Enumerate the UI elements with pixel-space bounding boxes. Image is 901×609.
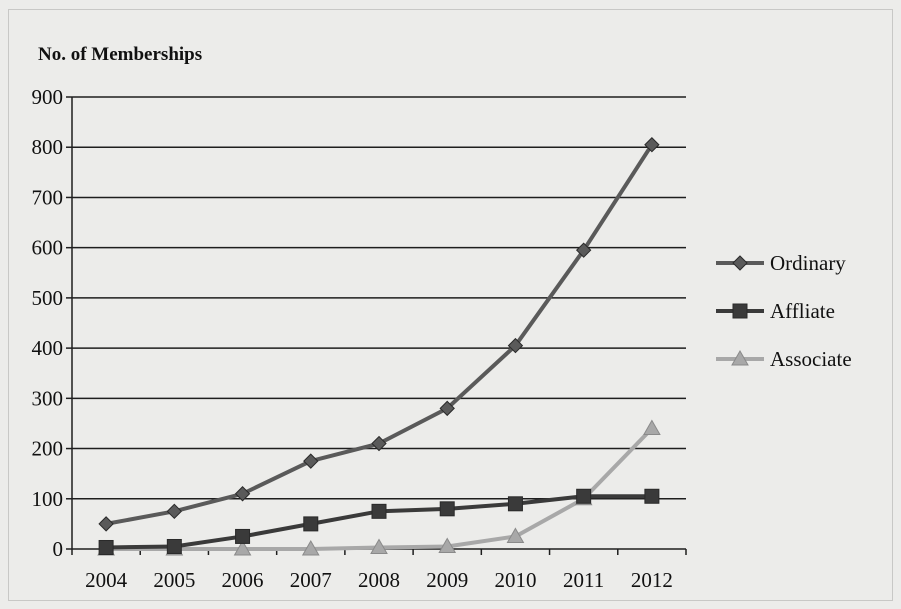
data-point [303,516,319,532]
legend-label: Affliate [770,299,835,323]
legend-item-associate: Associate [716,347,852,371]
series-ordinary [98,137,660,532]
axes: 0 100 200 300 400 500 600 700 800 900 2004 2005 2006… [32,85,687,592]
data-point [166,503,183,520]
y-tick-label: 400 [32,336,64,360]
data-point [438,537,457,553]
gridlines [72,96,686,550]
y-tick-label: 0 [53,537,64,561]
x-tick-label: 2006 [222,568,264,592]
data-point [233,539,252,556]
y-tick-label: 100 [32,487,64,511]
x-tick-label: 2009 [426,568,468,592]
data-point [98,539,114,555]
data-point [303,453,319,469]
x-tick-label: 2010 [494,568,536,592]
x-tick-label: 2012 [631,568,673,592]
data-point [370,538,388,554]
data-point [507,496,523,512]
data-point [644,488,660,504]
y-tick-label: 600 [32,236,64,260]
y-axis-title: No. of Memberships [38,44,202,65]
y-tick-label: 500 [32,286,64,310]
data-point [507,337,524,354]
legend-item-ordinary: Ordinary [716,251,846,275]
data-point [301,539,320,556]
legend-label: Ordinary [770,251,846,275]
series-affliate [98,488,660,555]
legend-item-affliate: Affliate [716,299,835,323]
data-point [644,137,660,153]
x-tick-label: 2007 [290,568,332,592]
data-point [576,488,592,504]
x-tick-label: 2008 [358,568,400,592]
series-lines [97,137,661,556]
x-tick-label: 2011 [563,568,604,592]
data-point [643,419,661,435]
legend-marker [732,303,748,319]
data-point [575,242,592,258]
x-tick-label: 2004 [85,568,128,592]
data-point [439,400,455,417]
legend-marker [732,255,748,271]
data-point [371,503,387,519]
data-point [166,538,182,554]
legend: Ordinary Affliate Associate [716,251,852,371]
y-tick-label: 300 [32,386,64,410]
series-line [105,143,654,526]
y-tick-label: 700 [32,185,64,209]
chart-frame [8,9,893,601]
data-point [439,501,455,517]
legend-marker [731,349,749,366]
y-tick-label: 900 [32,85,64,109]
x-tick-label: 2005 [153,568,195,592]
y-tick-label: 200 [32,437,64,461]
data-point [371,435,387,452]
data-point [234,486,251,502]
data-point [235,528,251,544]
legend-label: Associate [770,347,852,371]
y-tick-label: 800 [32,135,64,159]
series-associate [97,419,661,556]
data-point [98,516,114,532]
data-point [506,527,525,543]
